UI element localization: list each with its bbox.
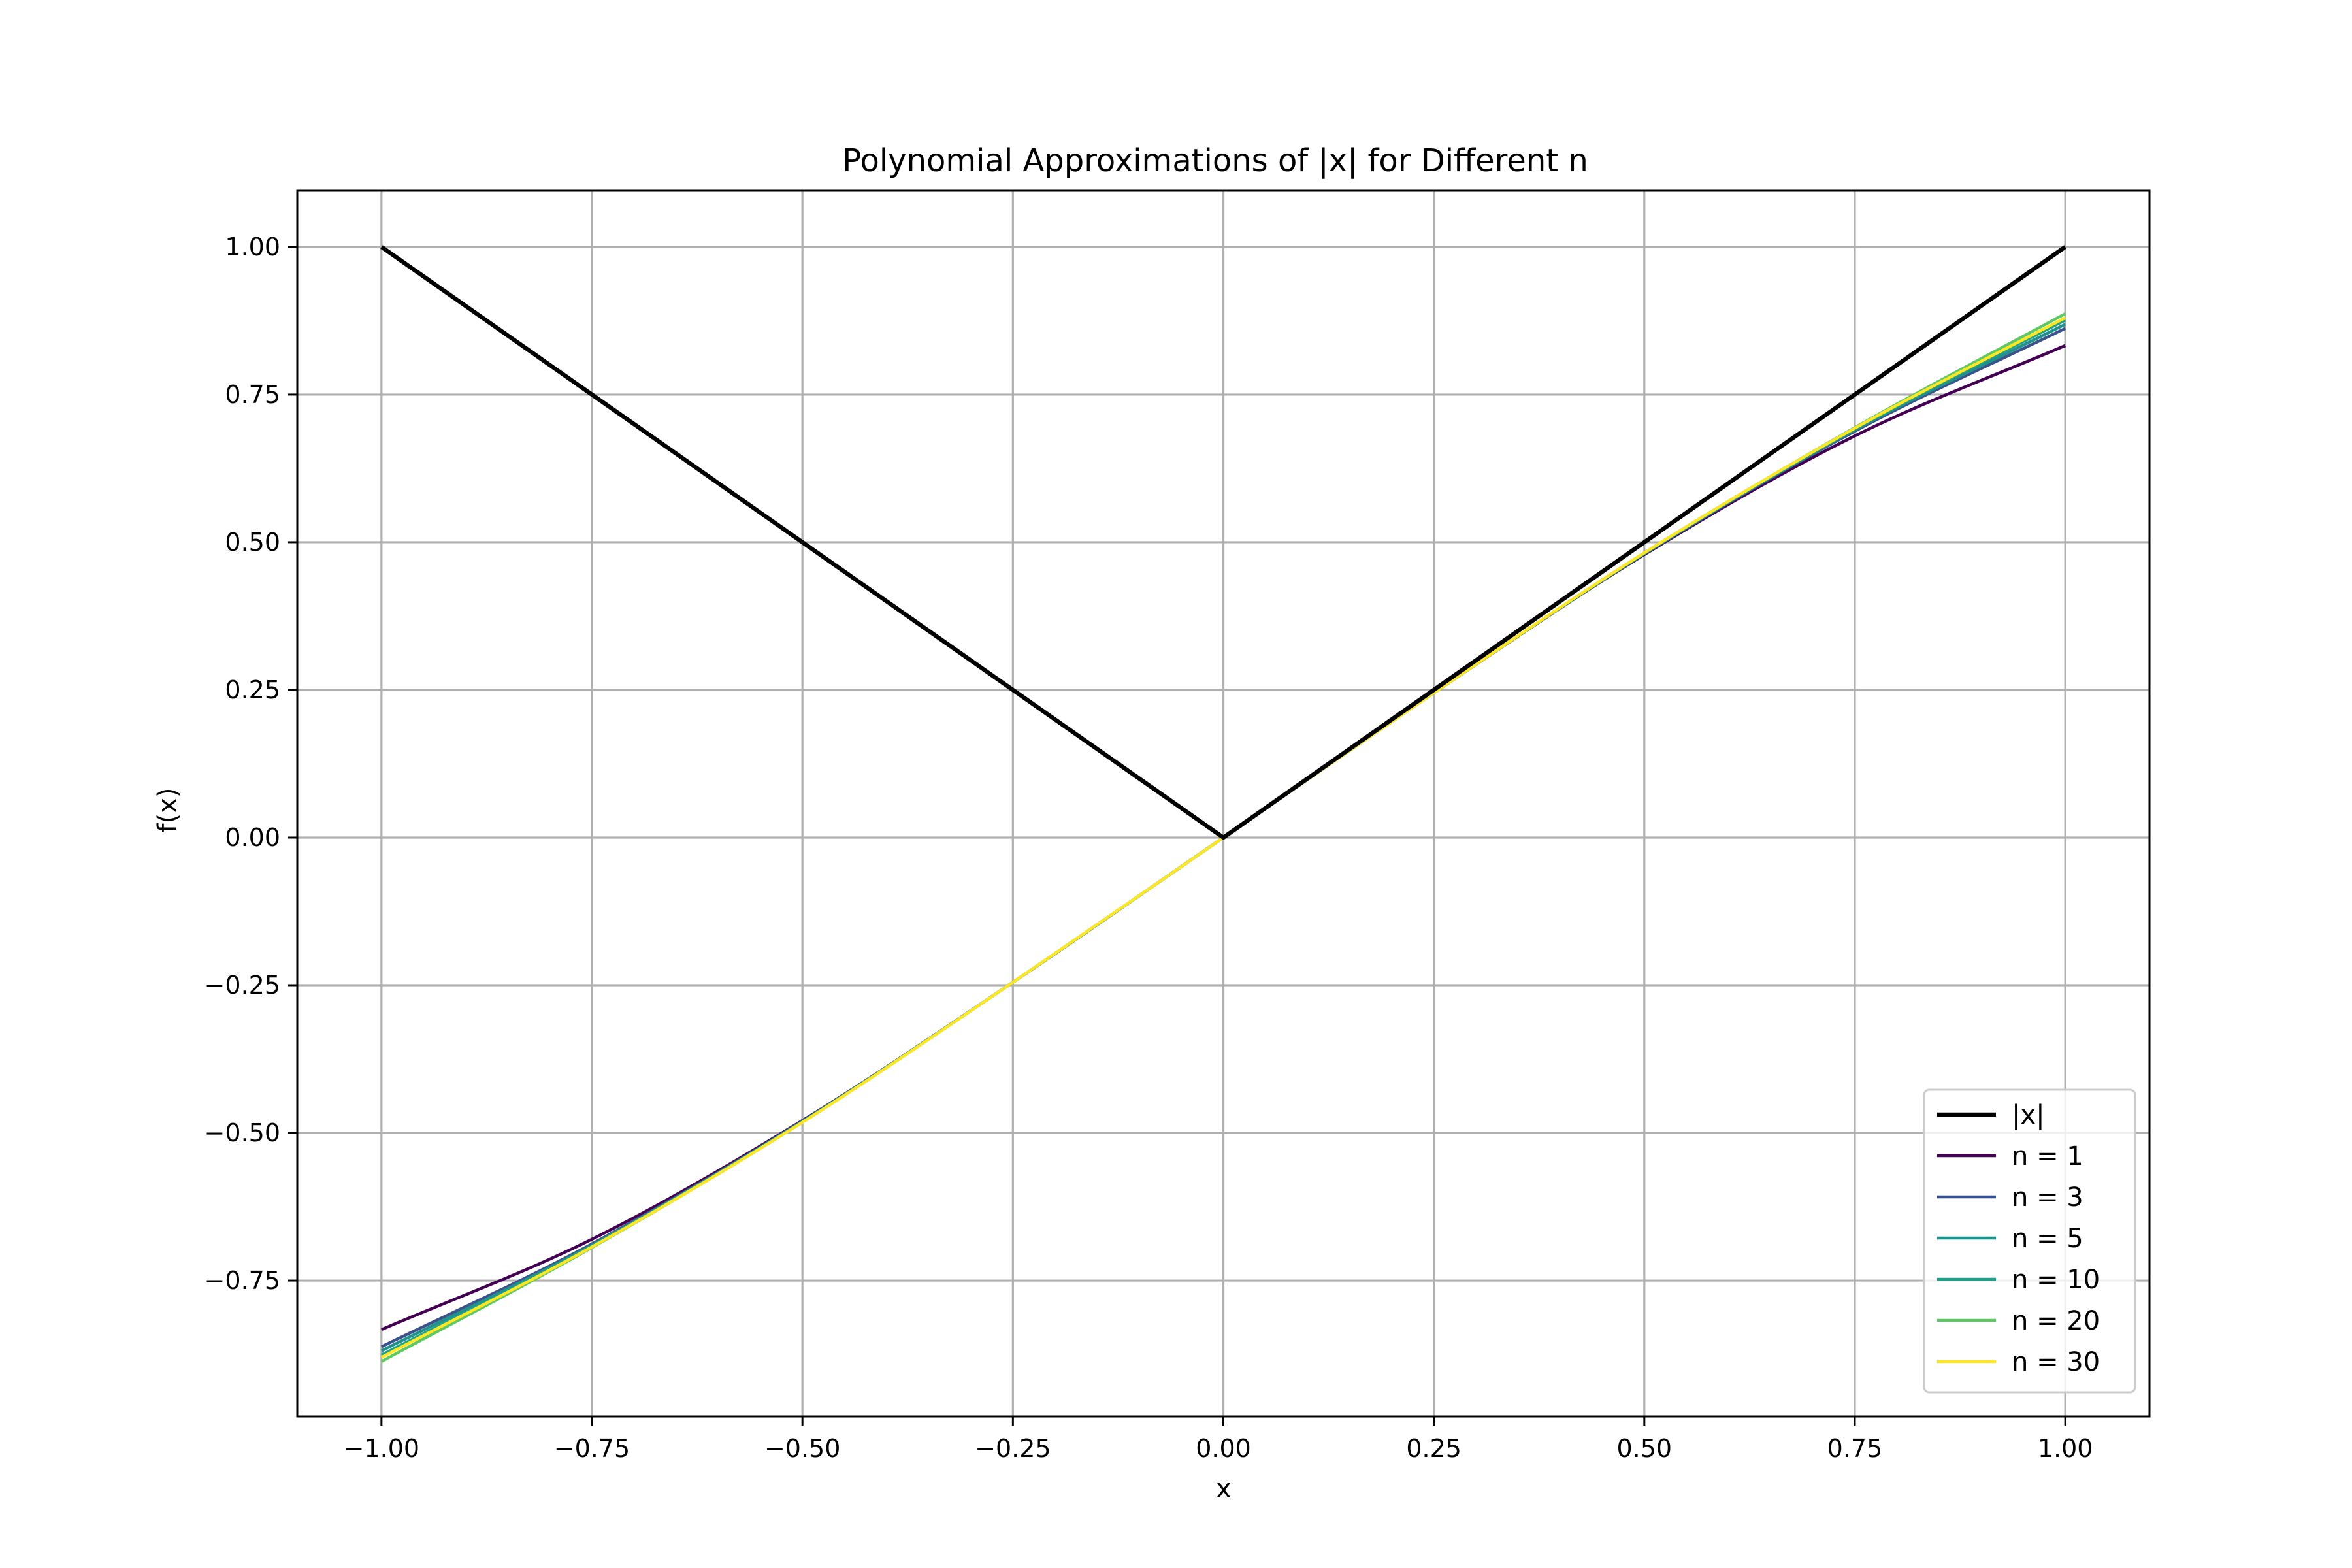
x-tick-label: 0.00 <box>1196 1434 1251 1463</box>
legend-label: n = 30 <box>2012 1347 2100 1377</box>
y-axis-label: f(x) <box>153 788 183 833</box>
legend-label: n = 1 <box>2012 1141 2083 1171</box>
legend-label: n = 3 <box>2012 1183 2083 1213</box>
legend-label: n = 20 <box>2012 1306 2100 1336</box>
x-tick-label: −0.50 <box>764 1434 840 1463</box>
y-tick-label: 0.00 <box>225 823 280 852</box>
x-tick-label: 0.75 <box>1827 1434 1883 1463</box>
legend: |x| n = 1 n = 3 n = 5 n = 10 n = 20 n = 30 <box>1923 1088 2136 1394</box>
series-lines <box>380 245 2067 1363</box>
y-tick-label: 0.25 <box>225 676 280 704</box>
legend-label: n = 5 <box>2012 1224 2083 1254</box>
axis-ticks: −1.00 −0.75 −0.50 −0.25 0.00 0.25 0.50 0.75 1.00… <box>204 233 2093 1463</box>
x-tick-label: 1.00 <box>2038 1434 2093 1463</box>
y-tick-label: −0.75 <box>204 1266 280 1295</box>
y-tick-label: −0.50 <box>204 1119 280 1147</box>
legend-label: n = 10 <box>2012 1265 2100 1295</box>
y-tick-label: −0.25 <box>204 971 280 1000</box>
x-tick-label: −0.25 <box>975 1434 1051 1463</box>
chart-title: Polynomial Approximations of |x| for Dif… <box>842 142 1588 179</box>
legend-label: |x| <box>2012 1100 2045 1130</box>
x-tick-label: 0.50 <box>1617 1434 1673 1463</box>
x-tick-label: −0.75 <box>554 1434 630 1463</box>
series-line-x <box>380 245 2067 840</box>
y-tick-label: 0.50 <box>225 528 280 557</box>
x-tick-label: −1.00 <box>344 1434 419 1463</box>
x-axis-label: x <box>1216 1474 1232 1504</box>
x-tick-label: 0.25 <box>1406 1434 1462 1463</box>
y-tick-label: 1.00 <box>225 233 280 261</box>
y-tick-label: 0.75 <box>225 380 280 409</box>
legend-box <box>1923 1088 2136 1394</box>
